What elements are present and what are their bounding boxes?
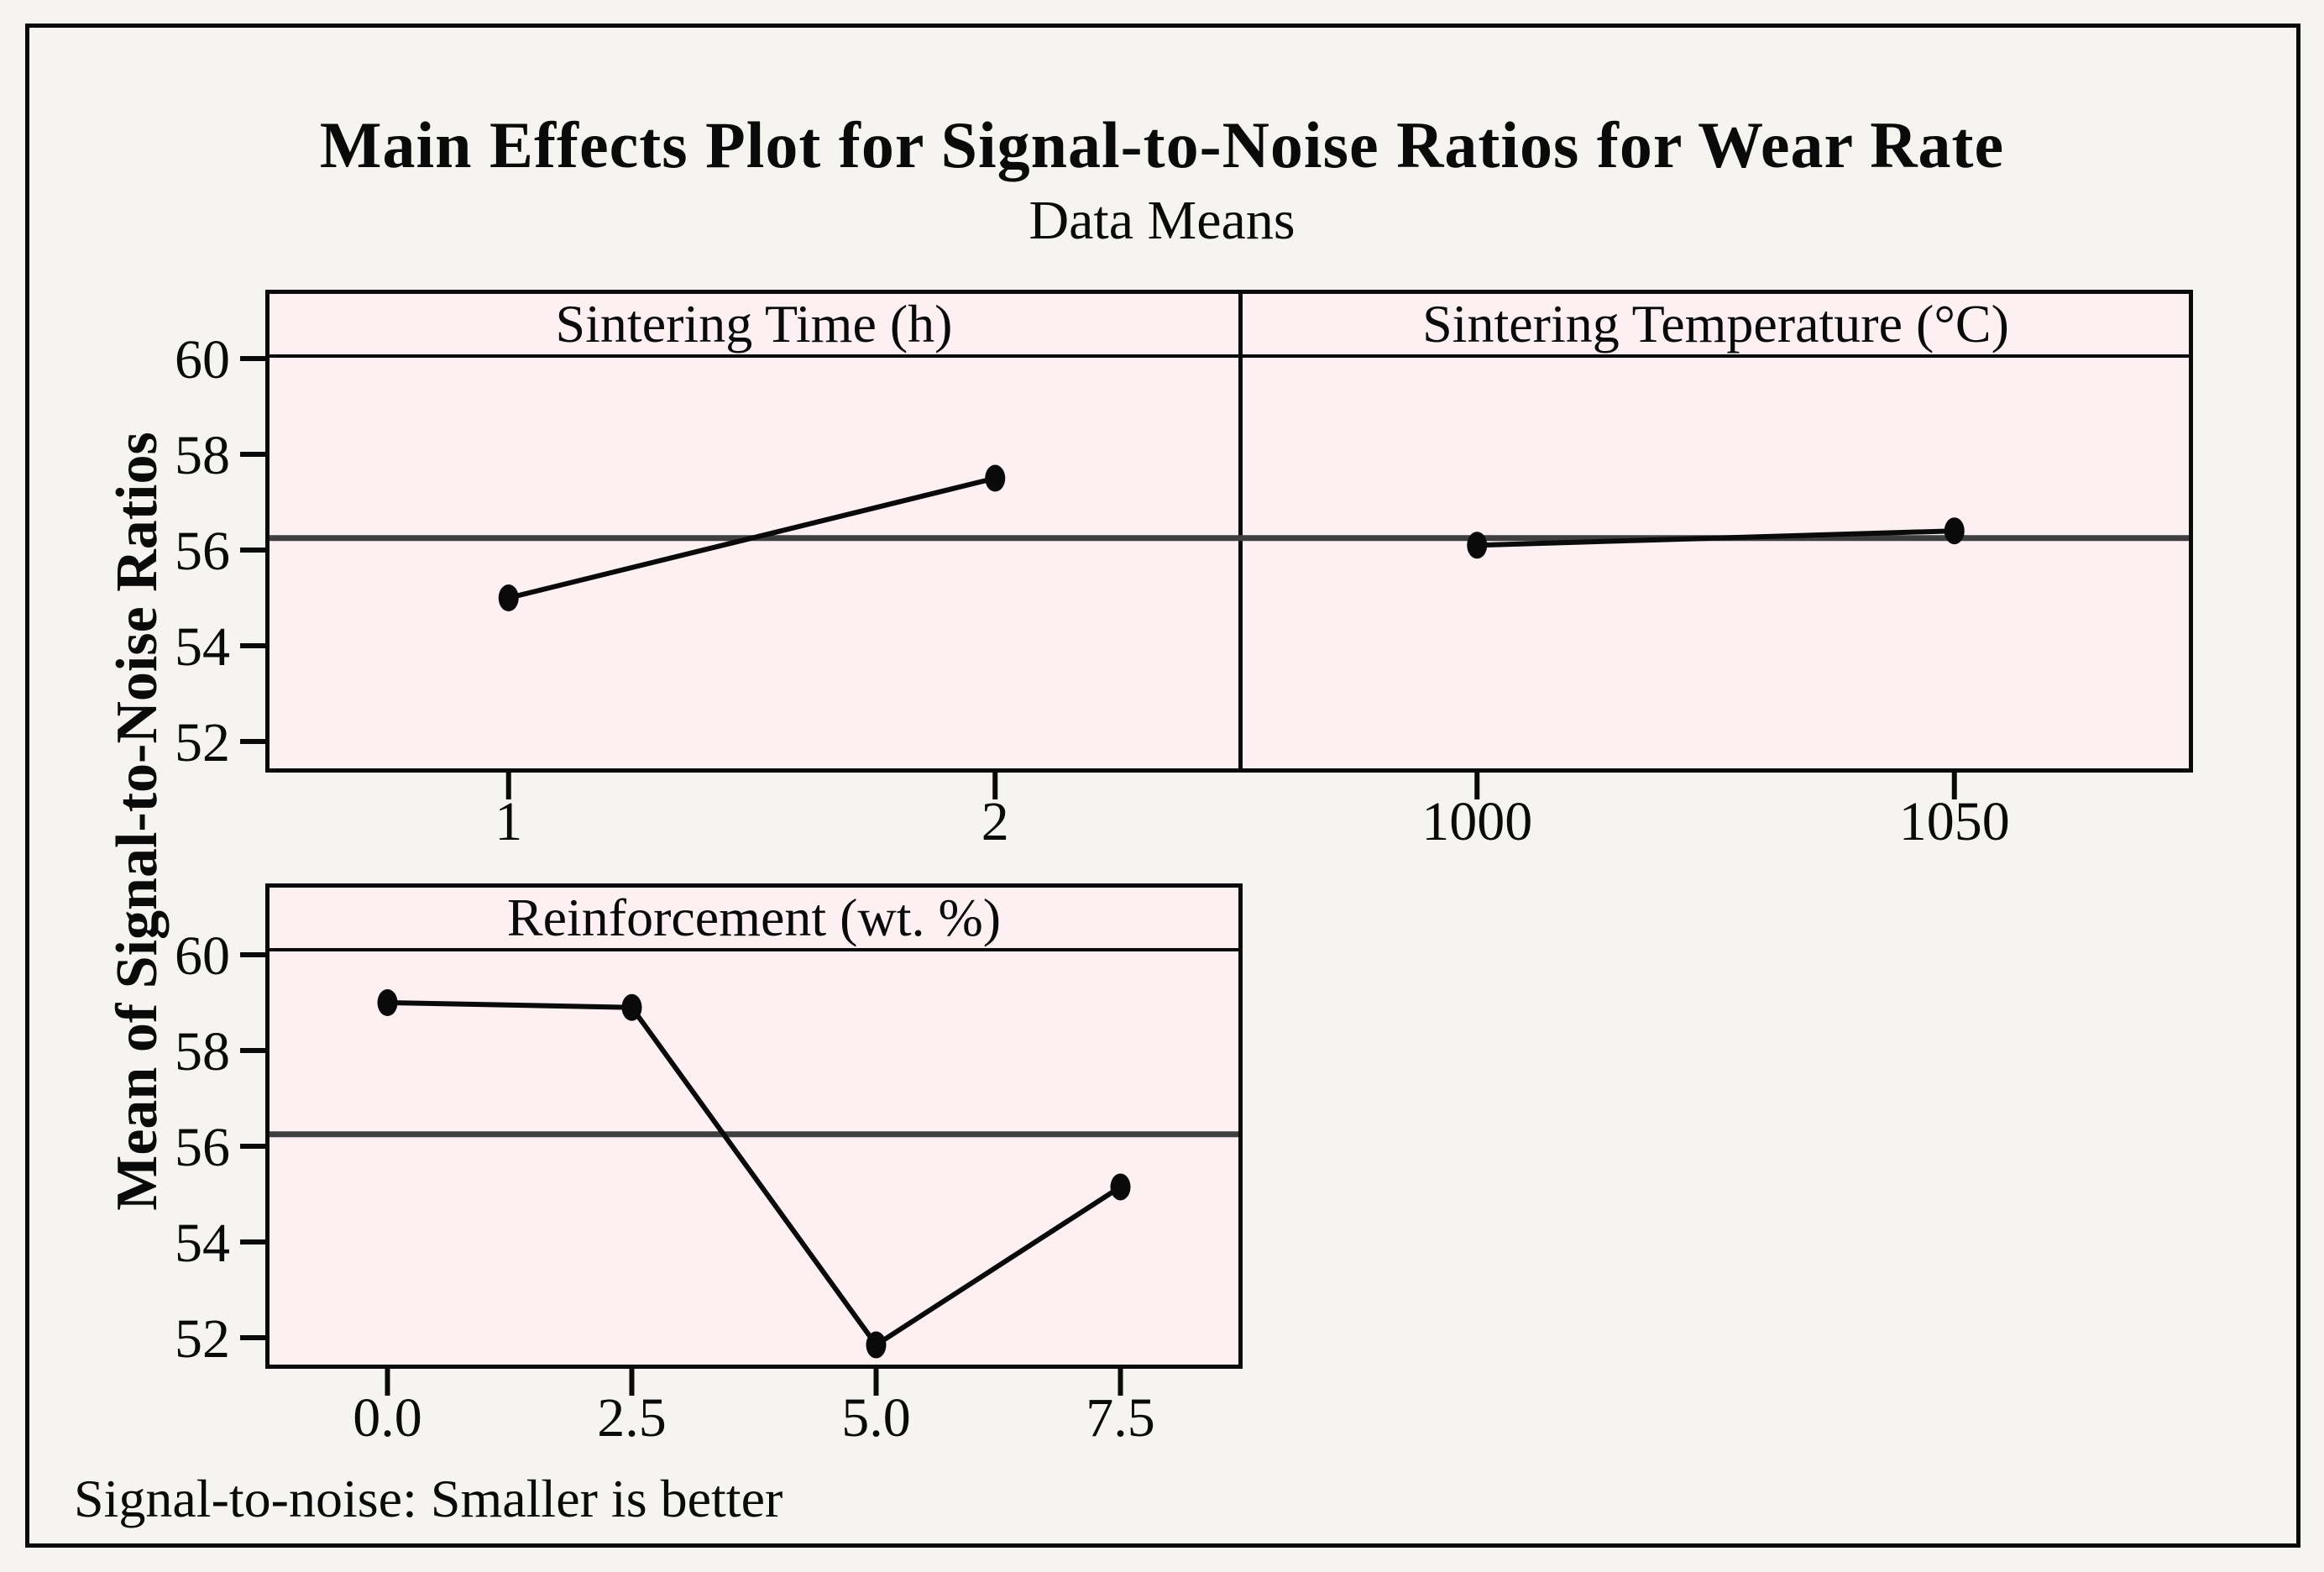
panel-reinforcement: Reinforcement (wt. %)	[265, 883, 1243, 1369]
panel-strip-sintering-time: Sintering Time (h)	[270, 294, 1238, 358]
chart-title: Main Effects Plot for Signal-to-Noise Ra…	[319, 108, 2005, 181]
panel-title-sintering-temperature: Sintering Temperature (°C)	[1422, 294, 2009, 354]
signal-to-noise-footnote: Signal-to-noise: Smaller is better	[74, 1469, 783, 1528]
panel-title-reinforcement: Reinforcement (wt. %)	[506, 888, 1002, 947]
y-axis-label: Mean of Signal-to-Noise Ratios	[105, 432, 170, 1211]
panel-strip-reinforcement: Reinforcement (wt. %)	[270, 888, 1238, 951]
panel-sintering-temperature: Sintering Temperature (°C)	[1238, 290, 2193, 773]
figure-border	[25, 24, 2300, 1548]
panel-sintering-time: Sintering Time (h)	[265, 290, 1243, 773]
panel-title-sintering-time: Sintering Time (h)	[555, 294, 953, 354]
chart-subtitle: Data Means	[1029, 190, 1295, 251]
panel-strip-sintering-temperature: Sintering Temperature (°C)	[1243, 294, 2189, 358]
